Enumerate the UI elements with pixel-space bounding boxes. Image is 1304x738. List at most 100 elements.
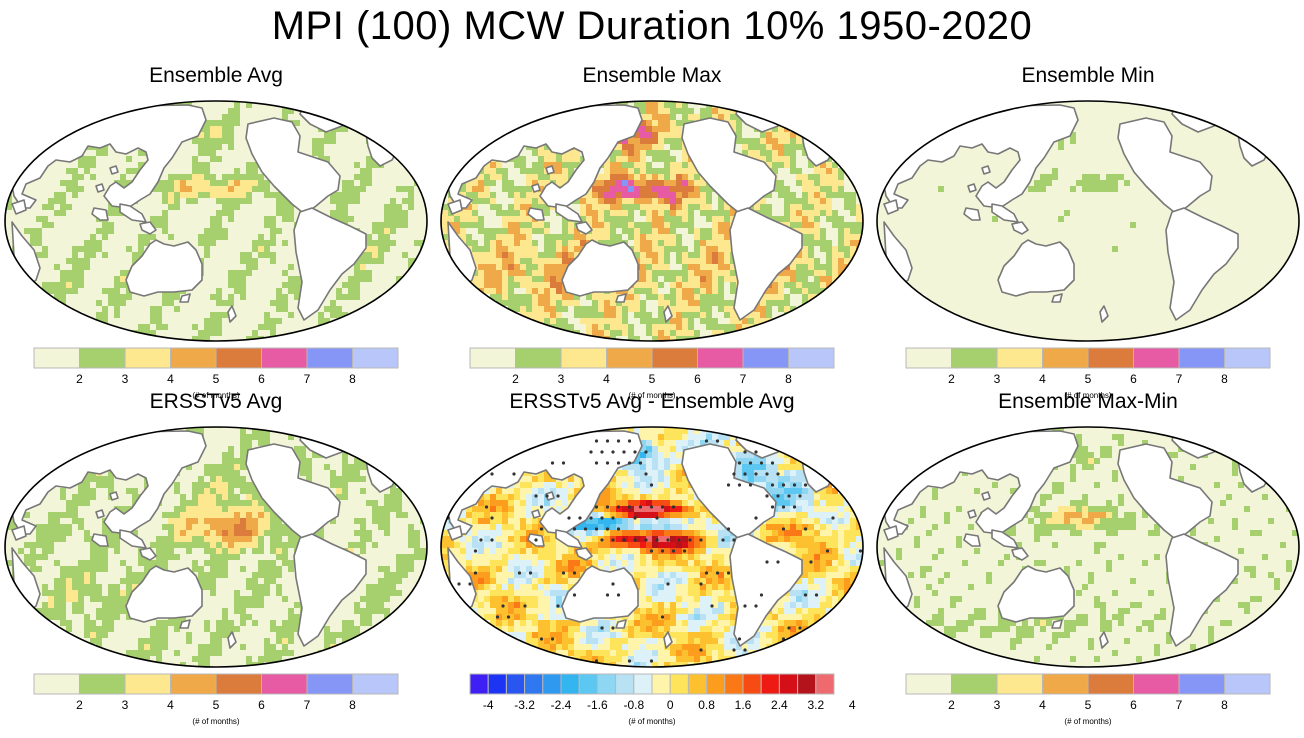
colorbar-box bbox=[1088, 674, 1134, 694]
colorbar-box bbox=[506, 674, 524, 694]
colorbar-box bbox=[906, 348, 952, 368]
colorbar-box bbox=[1088, 348, 1134, 368]
panel-ersst-minus-ensemble: ERSSTv5 Avg - Ensemble Avg -4-3.2-2.4-1.… bbox=[436, 388, 868, 738]
colorbar-tick-label: 8 bbox=[349, 372, 356, 386]
colorbar-box bbox=[353, 674, 399, 694]
colorbar-box bbox=[725, 674, 743, 694]
colorbar-box bbox=[743, 674, 761, 694]
colorbar-tick-label: 6 bbox=[1130, 698, 1137, 712]
colorbar-box bbox=[1225, 348, 1271, 368]
colorbar-box bbox=[171, 674, 217, 694]
colorbar-tick-label: 3 bbox=[558, 372, 565, 386]
figure-title: MPI (100) MCW Duration 10% 1950-2020 bbox=[0, 4, 1304, 49]
colorbar-box bbox=[670, 674, 688, 694]
colorbar-box bbox=[688, 674, 706, 694]
colorbar-box bbox=[34, 348, 80, 368]
colorbar-box bbox=[652, 674, 670, 694]
colorbar-box bbox=[543, 674, 561, 694]
colorbar-tick-label: 0 bbox=[667, 698, 674, 712]
colorbar-tick-label: 3 bbox=[122, 698, 129, 712]
colorbar-tick-label: 5 bbox=[1085, 372, 1092, 386]
colorbar-box bbox=[125, 674, 171, 694]
colorbar-box bbox=[1134, 348, 1180, 368]
map-ensemble-min bbox=[872, 96, 1304, 346]
colorbar-tick-label: 6 bbox=[694, 372, 701, 386]
colorbar-box bbox=[597, 674, 615, 694]
colorbar-box bbox=[80, 674, 126, 694]
colorbar-box bbox=[488, 674, 506, 694]
colorbar-unit-label: (# of months) bbox=[192, 717, 239, 726]
colorbar-box bbox=[952, 674, 998, 694]
colorbar-tick-label: 5 bbox=[213, 698, 220, 712]
colorbar-tick-label: -1.6 bbox=[587, 698, 608, 712]
colorbar-tick-label: -4 bbox=[483, 698, 494, 712]
colorbar-tick-label: 8 bbox=[1221, 372, 1228, 386]
colorbar-tick-label: 8 bbox=[785, 372, 792, 386]
colorbar-box bbox=[798, 674, 816, 694]
panel-title: ERSSTv5 Avg - Ensemble Avg bbox=[436, 390, 868, 414]
colorbar-box bbox=[307, 674, 353, 694]
colorbar-tick-label: 8 bbox=[349, 698, 356, 712]
colorbar-box bbox=[789, 348, 835, 368]
colorbar-box bbox=[125, 348, 171, 368]
colorbar-tick-label: 7 bbox=[304, 698, 311, 712]
colorbar-tick-label: 4 bbox=[167, 698, 174, 712]
colorbar-box bbox=[952, 348, 998, 368]
colorbar-tick-label: 2.4 bbox=[771, 698, 788, 712]
colorbar-box bbox=[1179, 348, 1225, 368]
colorbar-tick-label: 5 bbox=[649, 372, 656, 386]
colorbar-tick-label: 2 bbox=[948, 698, 955, 712]
panel-title: Ensemble Avg bbox=[0, 64, 432, 88]
colorbar-tick-label: 2 bbox=[76, 372, 83, 386]
colorbar-box bbox=[80, 348, 126, 368]
colorbar-box bbox=[579, 674, 597, 694]
colorbar-tick-label: 2 bbox=[948, 372, 955, 386]
colorbar-box bbox=[216, 674, 262, 694]
colorbar-box bbox=[1225, 674, 1271, 694]
colorbar-box bbox=[262, 674, 308, 694]
colorbar-box bbox=[616, 674, 634, 694]
colorbar-box bbox=[1043, 348, 1089, 368]
colorbar-box bbox=[1134, 674, 1180, 694]
colorbar-box bbox=[525, 674, 543, 694]
colorbar-box bbox=[698, 348, 744, 368]
map-ensemble-avg bbox=[0, 96, 432, 346]
colorbar-box bbox=[516, 348, 562, 368]
colorbar-tick-label: 0.8 bbox=[698, 698, 715, 712]
colorbar-tick-label: 8 bbox=[1221, 698, 1228, 712]
colorbar-box bbox=[561, 348, 607, 368]
map-difference bbox=[436, 422, 868, 672]
colorbar-box bbox=[171, 348, 217, 368]
colorbar-box bbox=[634, 674, 652, 694]
colorbar-box bbox=[743, 348, 789, 368]
colorbar-tick-label: 3 bbox=[122, 372, 129, 386]
colorbar-tick-label: 4 bbox=[1039, 372, 1046, 386]
colorbar-tick-label: 1.6 bbox=[735, 698, 752, 712]
colorbar-tick-label: 7 bbox=[740, 372, 747, 386]
colorbar-tick-label: -3.2 bbox=[514, 698, 535, 712]
colorbar-box bbox=[997, 348, 1043, 368]
colorbar-box bbox=[816, 674, 834, 694]
colorbar-unit-label: (# of months) bbox=[1064, 717, 1111, 726]
colorbar-box bbox=[561, 674, 579, 694]
colorbar-box bbox=[652, 348, 698, 368]
colorbar-box bbox=[607, 348, 653, 368]
panel-title: ERSSTv5 Avg bbox=[0, 390, 432, 414]
colorbar-box bbox=[1043, 674, 1089, 694]
colorbar-box bbox=[761, 674, 779, 694]
colorbar-box bbox=[470, 674, 488, 694]
panel-title: Ensemble Min bbox=[872, 64, 1304, 88]
colorbar-tick-label: 6 bbox=[1130, 372, 1137, 386]
colorbar-tick-label: 3 bbox=[994, 372, 1001, 386]
colorbar-tick-label: 7 bbox=[304, 372, 311, 386]
colorbar-box bbox=[307, 348, 353, 368]
colorbar-box bbox=[470, 348, 516, 368]
panel-title: Ensemble Max-Min bbox=[872, 390, 1304, 414]
